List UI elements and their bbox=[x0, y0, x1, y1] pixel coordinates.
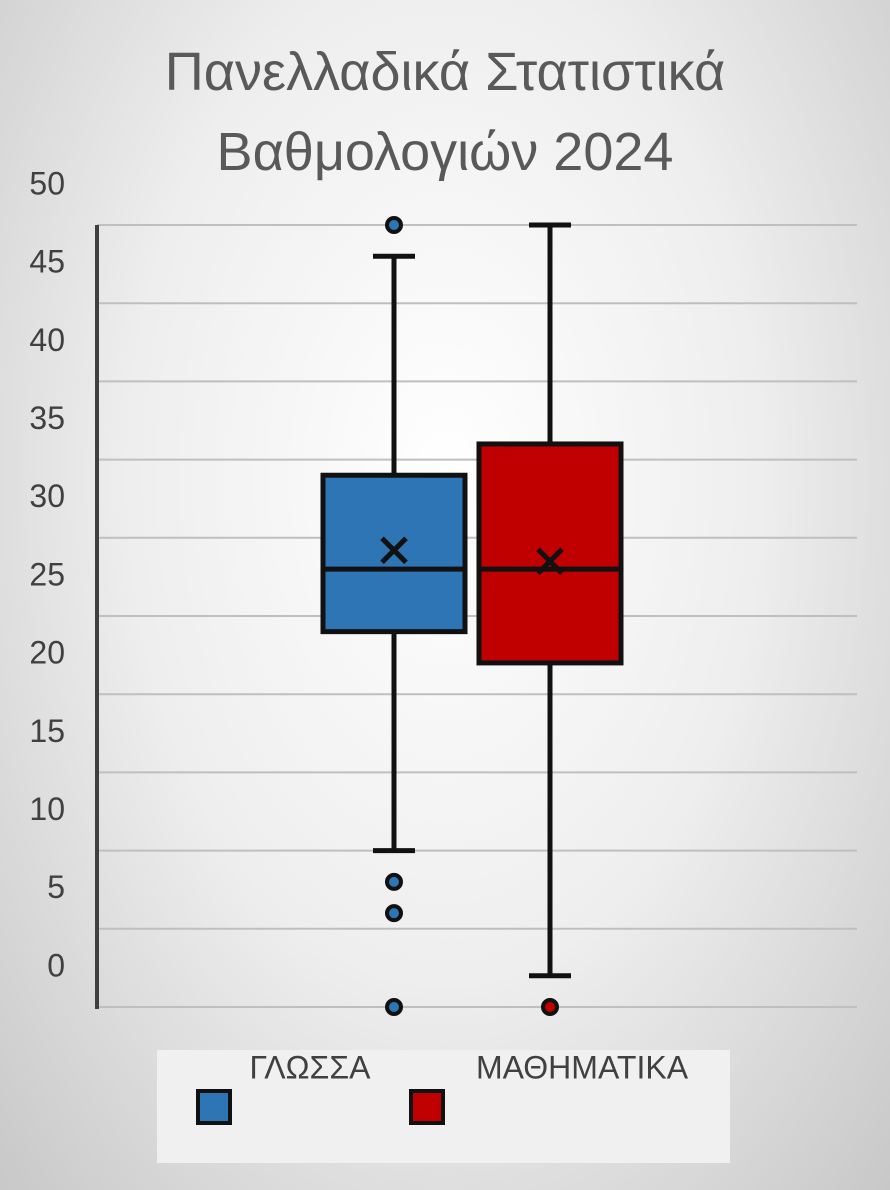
y-tick-label: 35 bbox=[29, 400, 65, 436]
legend-label: ΜΑΘΗΜΑΤΙΚΑ bbox=[476, 1049, 689, 1085]
outlier bbox=[541, 998, 559, 1016]
box bbox=[476, 441, 624, 666]
mean-marker bbox=[536, 547, 564, 576]
outlier bbox=[385, 872, 403, 891]
legend-swatch bbox=[196, 1089, 232, 1125]
legend-swatch bbox=[409, 1089, 445, 1125]
mean-marker bbox=[380, 536, 408, 565]
y-tick-label: 10 bbox=[29, 791, 65, 827]
y-tick-label: 25 bbox=[29, 556, 65, 592]
y-tick-label: 20 bbox=[29, 635, 65, 671]
chart-title: Πανελλαδικά Στατιστικά Βαθμολογιών 2024 bbox=[164, 42, 726, 182]
outlier bbox=[385, 998, 403, 1016]
y-tick-label: 0 bbox=[47, 947, 65, 983]
legend-label: ΓΛΩΣΣΑ bbox=[250, 1049, 372, 1085]
outlier bbox=[385, 904, 403, 923]
y-tick-label: 45 bbox=[29, 244, 65, 280]
y-tick-label: 15 bbox=[29, 713, 65, 749]
y-tick-label: 40 bbox=[29, 322, 65, 358]
outlier bbox=[385, 216, 403, 234]
y-tick-label: 30 bbox=[29, 478, 65, 514]
y-tick-label: 5 bbox=[47, 869, 65, 905]
y-tick-label: 50 bbox=[29, 165, 65, 201]
